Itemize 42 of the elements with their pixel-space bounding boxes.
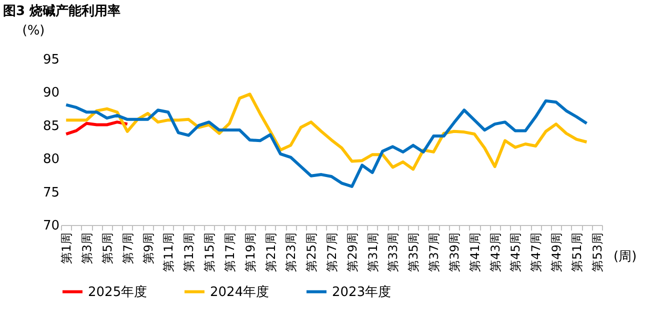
- y-axis-title: (%): [22, 24, 45, 38]
- legend-label: 2024年度: [210, 284, 270, 300]
- x-tick-label: 第53周: [590, 232, 604, 272]
- x-tick-label: 第29周: [345, 232, 360, 272]
- x-tick-label: 第41周: [468, 232, 482, 272]
- x-tick-label: 第33周: [386, 232, 400, 272]
- x-tick-label: 第43周: [488, 232, 502, 272]
- chart-title: 图3 烧碱产能利用率: [3, 3, 121, 19]
- x-tick-label: 第27周: [325, 232, 339, 272]
- x-tick-label: 第17周: [222, 232, 237, 272]
- x-axis-title: (周): [614, 250, 637, 264]
- line-series: [64, 92, 588, 171]
- legend-label: 2023年度: [332, 284, 392, 300]
- x-tick-label: 第47周: [529, 232, 544, 272]
- x-tick-label: 第25周: [304, 232, 319, 272]
- x-tick-label: 第11周: [162, 232, 176, 272]
- x-tick-label: 第21周: [264, 232, 278, 272]
- y-tick-label: 95: [42, 52, 60, 68]
- x-tick-label: 第45周: [508, 232, 523, 272]
- x-tick-label: 第23周: [284, 232, 298, 272]
- x-tick-label: 第49周: [550, 232, 564, 272]
- x-tick-label: 第19周: [243, 232, 258, 272]
- x-tick-label: 第7周: [120, 232, 135, 264]
- y-tick-label: 70: [42, 218, 60, 234]
- x-tick-label: 第1周: [60, 232, 74, 264]
- x-tick-label: 第39周: [447, 232, 462, 272]
- line-series: [64, 120, 129, 136]
- x-tick-label: 第35周: [406, 232, 421, 272]
- x-tick-label: 第13周: [182, 232, 196, 272]
- y-tick-label: 90: [42, 86, 60, 101]
- x-tick-label: 第9周: [141, 232, 156, 264]
- line-series: [64, 99, 588, 188]
- x-tick-label: 第31周: [366, 232, 380, 272]
- legend-label: 2025年度: [88, 284, 148, 300]
- x-tick-label: 第5周: [100, 232, 114, 264]
- y-tick-label: 80: [42, 152, 60, 168]
- x-tick-label: 第51周: [570, 232, 584, 272]
- y-tick-label: 75: [42, 185, 60, 200]
- y-tick-label: 85: [42, 118, 60, 134]
- x-tick-label: 第15周: [202, 232, 217, 272]
- x-tick-label: 第37周: [427, 232, 442, 272]
- x-tick-label: 第3周: [80, 232, 94, 264]
